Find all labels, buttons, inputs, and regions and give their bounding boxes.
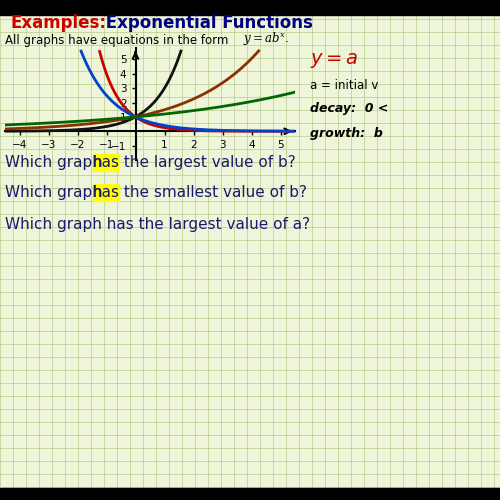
Bar	[0, 488, 500, 500]
Text: Which graph has the largest value of a?: Which graph has the largest value of a?	[5, 217, 310, 232]
Text: Exponential Functions: Exponential Functions	[100, 14, 313, 32]
Text: $y = a$: $y = a$	[310, 51, 358, 70]
Text: All graphs have equations in the form: All graphs have equations in the form	[5, 34, 232, 47]
Bar	[93, 184, 119, 201]
Text: Which graph: Which graph	[5, 185, 107, 200]
Text: the largest value of b?: the largest value of b?	[119, 155, 296, 170]
Bar	[93, 154, 119, 171]
Text: $y = ab^x$.: $y = ab^x$.	[243, 30, 290, 47]
Text: has: has	[93, 185, 120, 200]
Text: Examples:: Examples:	[10, 14, 106, 32]
Text: a = initial v: a = initial v	[310, 79, 378, 92]
Text: Which graph: Which graph	[5, 155, 107, 170]
Bar	[0, 0, 500, 15]
Text: the smallest value of b?: the smallest value of b?	[119, 185, 307, 200]
Text: decay:  0 <: decay: 0 <	[310, 102, 388, 115]
Text: growth:  b: growth: b	[310, 127, 383, 140]
Text: has: has	[93, 155, 120, 170]
